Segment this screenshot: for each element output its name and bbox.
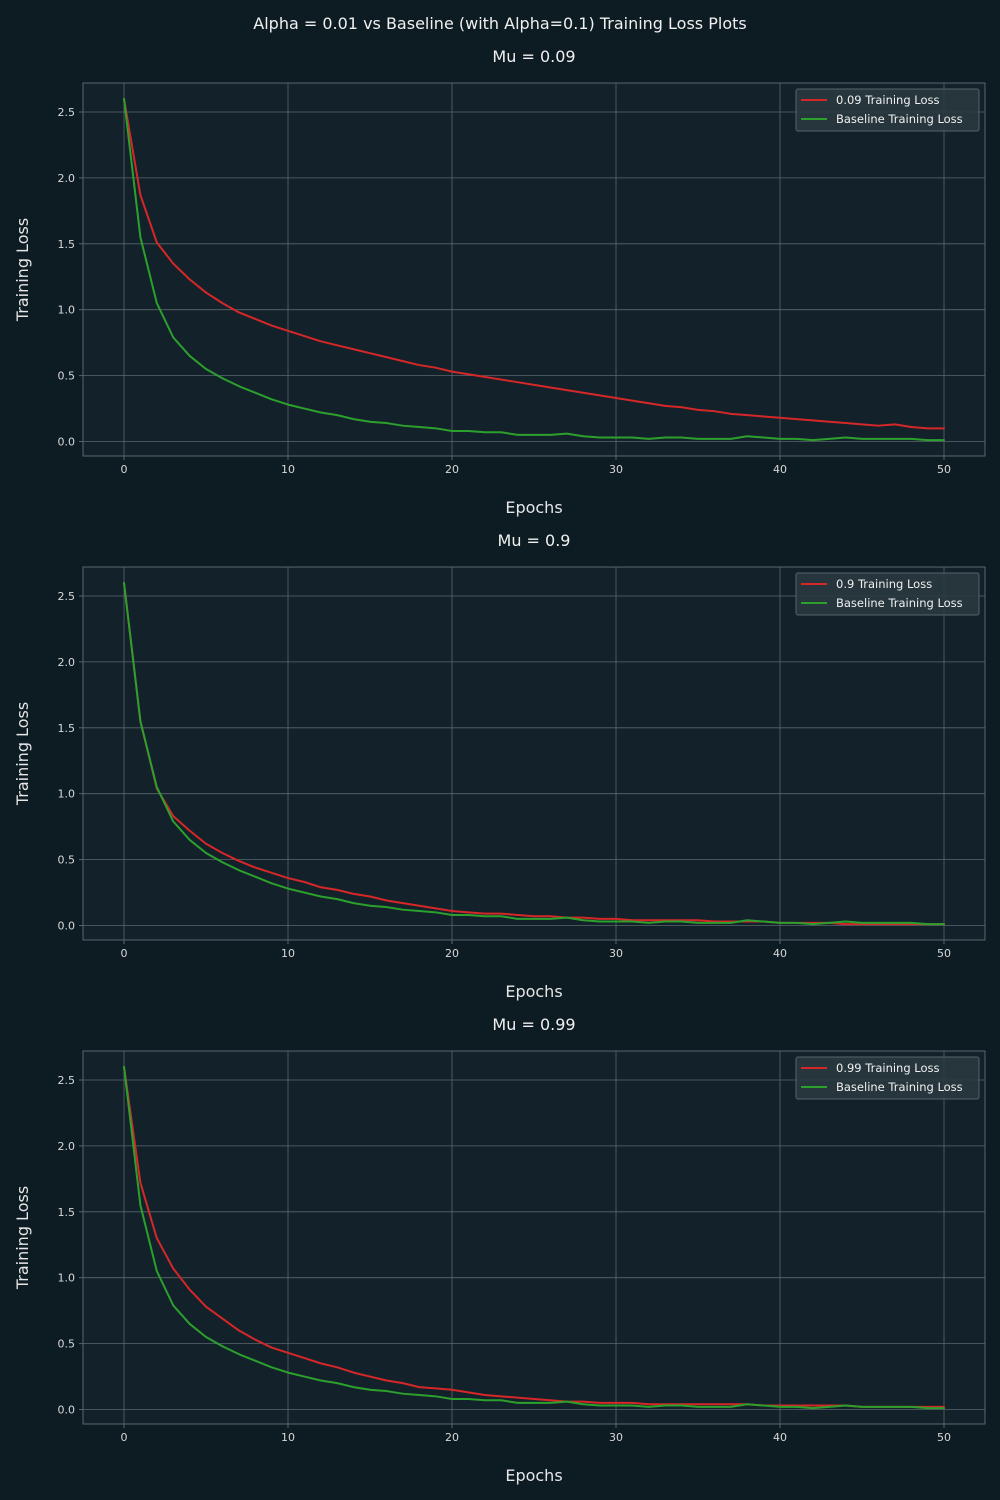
legend: 0.09 Training Loss Baseline Training Loss [795, 88, 980, 132]
x-tick-label: 20 [445, 1431, 459, 1444]
legend-box [795, 88, 980, 132]
series-line-green [123, 1065, 945, 1410]
x-tick-label: 40 [773, 1431, 787, 1444]
y-tick-label: 0.0 [58, 920, 76, 933]
y-tick-label: 2.0 [58, 656, 76, 669]
legend-label: 0.99 Training Loss [836, 1061, 940, 1075]
series-line-green [123, 581, 945, 926]
x-tick-label: 10 [281, 463, 295, 476]
x-tick-label: 10 [281, 947, 295, 960]
subplot-1: Mu = 0.09 0 10 20 30 40 50 0.0 0.5 1.0 1.5 2.0 2.5 Ep… [13, 47, 986, 517]
y-tick-label: 1.5 [58, 238, 76, 251]
x-tick-label: 50 [937, 463, 951, 476]
x-axis-label: Epochs [505, 1466, 562, 1485]
x-tick-label: 40 [773, 947, 787, 960]
legend-box [795, 572, 980, 616]
y-tick-label: 1.0 [58, 304, 76, 317]
subplot-title: Mu = 0.9 [498, 531, 571, 550]
x-tick-label: 0 [121, 463, 128, 476]
series-line-red [123, 1065, 945, 1408]
x-tick-label: 0 [121, 1431, 128, 1444]
legend-label: Baseline Training Loss [836, 596, 963, 610]
x-tick-label: 50 [937, 947, 951, 960]
y-tick-label: 0.5 [58, 370, 76, 383]
x-tick-label: 0 [121, 947, 128, 960]
x-axis-label: Epochs [505, 982, 562, 1001]
axes-background [83, 567, 985, 940]
y-tick-label: 2.5 [58, 1074, 76, 1087]
series-line-green [123, 97, 945, 442]
x-tick-label: 30 [609, 1431, 623, 1444]
subplot-title: Mu = 0.99 [492, 1015, 575, 1034]
y-tick-label: 1.0 [58, 788, 76, 801]
legend-label: 0.9 Training Loss [836, 577, 932, 591]
x-tick-label: 20 [445, 463, 459, 476]
legend: 0.99 Training Loss Baseline Training Loss [795, 1056, 980, 1100]
axes-frame [82, 566, 986, 941]
y-tick-label: 2.0 [58, 1140, 76, 1153]
legend-label: Baseline Training Loss [836, 112, 963, 126]
x-tick-label: 30 [609, 463, 623, 476]
subplot-3: Mu = 0.99 0 10 20 30 40 50 0.0 0.5 1.0 1.5 2.0 2.5 Ep… [13, 1015, 986, 1485]
x-tick-label: 10 [281, 1431, 295, 1444]
y-tick-label: 0.5 [58, 1338, 76, 1351]
subplots: Mu = 0.09 0 10 20 30 40 50 0.0 0.5 1.0 1.5 2.0 2.5 Ep… [13, 47, 986, 1485]
axes-background [83, 83, 985, 456]
legend-box [795, 1056, 980, 1100]
y-tick-label: 2.5 [58, 590, 76, 603]
subplot-2: Mu = 0.9 0 10 20 30 40 50 0.0 0.5 1.0 1.5 2.0 2.5 Epo… [13, 531, 986, 1001]
y-tick-label: 0.0 [58, 1404, 76, 1417]
x-axis-label: Epochs [505, 498, 562, 517]
y-axis-label: Training Loss [13, 1186, 32, 1290]
axes-background [83, 1051, 985, 1424]
legend-label: 0.09 Training Loss [836, 93, 940, 107]
y-tick-label: 2.0 [58, 172, 76, 185]
x-tick-label: 40 [773, 463, 787, 476]
axes-frame [82, 82, 986, 457]
axes-frame [82, 1050, 986, 1425]
y-axis-label: Training Loss [13, 218, 32, 322]
y-axis-label: Training Loss [13, 702, 32, 806]
series-line-red [123, 97, 945, 430]
y-tick-label: 1.5 [58, 1206, 76, 1219]
y-tick-label: 0.5 [58, 854, 76, 867]
y-tick-label: 1.0 [58, 1272, 76, 1285]
x-tick-label: 50 [937, 1431, 951, 1444]
figure-suptitle: Alpha = 0.01 vs Baseline (with Alpha=0.1… [253, 14, 746, 33]
legend-label: Baseline Training Loss [836, 1080, 963, 1094]
y-tick-label: 0.0 [58, 436, 76, 449]
x-tick-label: 20 [445, 947, 459, 960]
legend: 0.9 Training Loss Baseline Training Loss [795, 572, 980, 616]
subplot-title: Mu = 0.09 [492, 47, 575, 66]
y-tick-label: 2.5 [58, 106, 76, 119]
y-tick-label: 1.5 [58, 722, 76, 735]
x-tick-label: 30 [609, 947, 623, 960]
